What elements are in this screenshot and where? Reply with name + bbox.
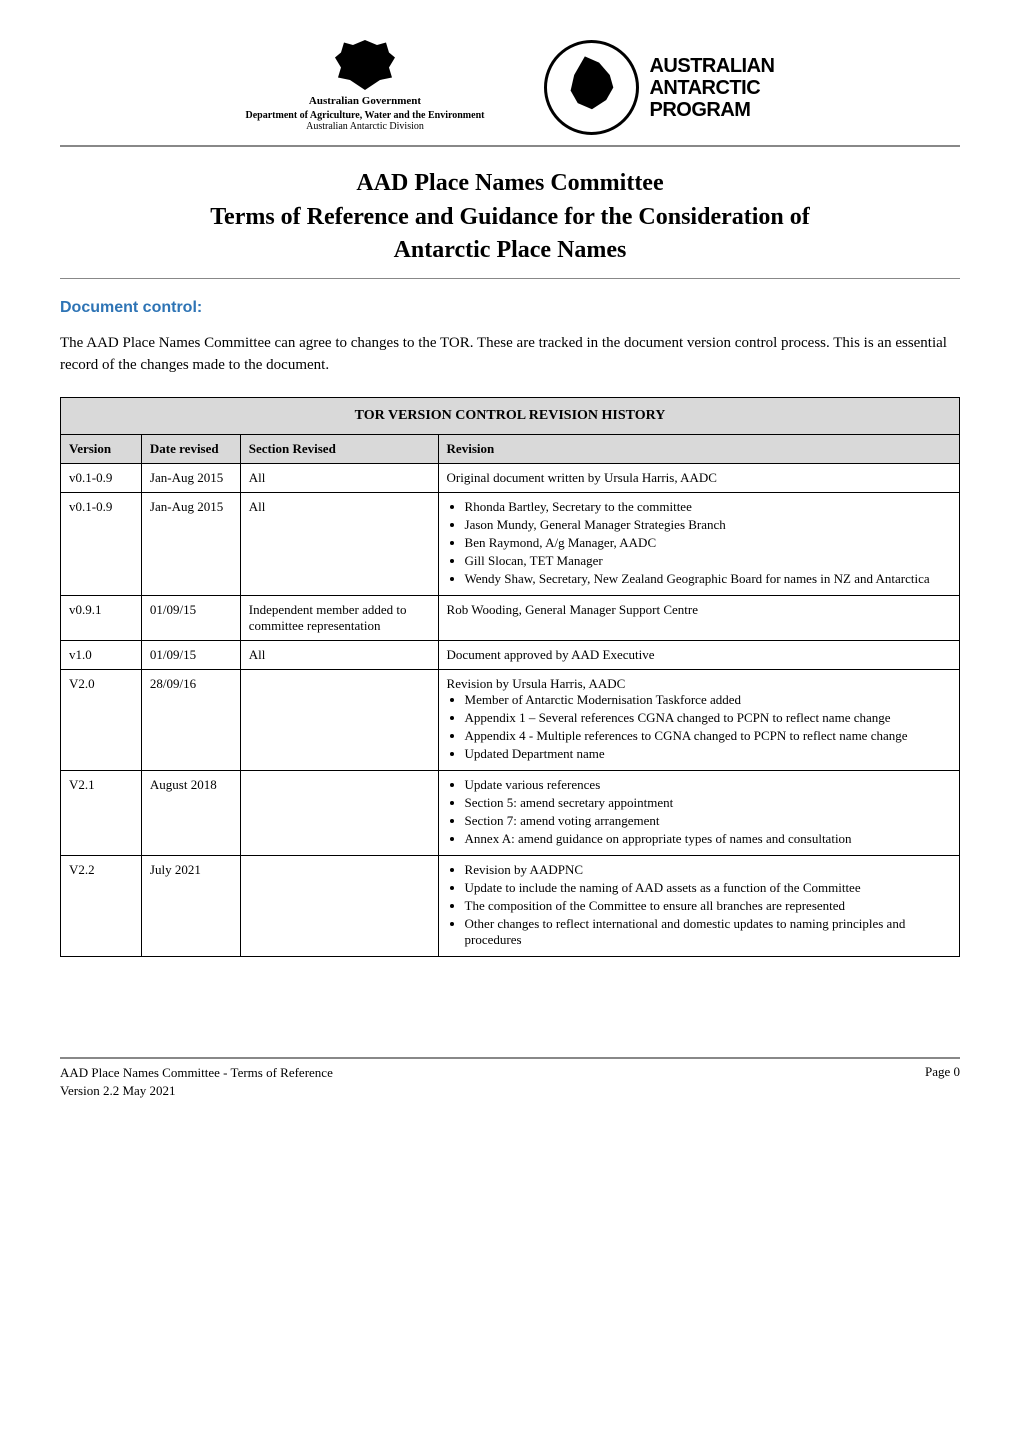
- revision-bullet-list: Member of Antarctic Modernisation Taskfo…: [447, 692, 951, 762]
- intro-paragraph: The AAD Place Names Committee can agree …: [60, 332, 960, 377]
- header-logos: Australian Government Department of Agri…: [60, 40, 960, 135]
- col-header-revision: Revision: [438, 434, 959, 463]
- gov-text: Australian Government: [246, 95, 485, 107]
- dept-text: Department of Agriculture, Water and the…: [246, 110, 485, 121]
- cell-date: August 2018: [141, 770, 240, 855]
- cell-date: 01/09/15: [141, 640, 240, 669]
- revision-bullet: Jason Mundy, General Manager Strategies …: [465, 517, 951, 533]
- footer-page-number: Page 0: [925, 1064, 960, 1100]
- cell-version: v0.1-0.9: [61, 492, 142, 595]
- cell-version: V2.0: [61, 669, 142, 770]
- cell-section: [240, 855, 438, 956]
- col-header-date: Date revised: [141, 434, 240, 463]
- revision-bullet-list: Update various references Section 5: amen…: [447, 777, 951, 847]
- cell-date: 28/09/16: [141, 669, 240, 770]
- table-row: V2.028/09/16 Revision by Ursula Harris, A…: [61, 669, 960, 770]
- program-line: ANTARCTIC: [649, 77, 774, 99]
- table-row: v0.9.101/09/15Independent member added t…: [61, 595, 960, 640]
- revision-bullet-list: Rhonda Bartley, Secretary to the committ…: [447, 499, 951, 587]
- table-row: v0.1-0.9Jan-Aug 2015AllOriginal document…: [61, 463, 960, 492]
- revision-bullet: Rhonda Bartley, Secretary to the committ…: [465, 499, 951, 515]
- revision-bullet: Section 5: amend secretary appointment: [465, 795, 951, 811]
- title-divider: [60, 278, 960, 279]
- footer-line1: AAD Place Names Committee - Terms of Ref…: [60, 1065, 333, 1080]
- cell-section: All: [240, 463, 438, 492]
- table-row: v0.1-0.9Jan-Aug 2015All Rhonda Bartley, S…: [61, 492, 960, 595]
- section-heading: Document control:: [60, 299, 960, 317]
- cell-revision: Rob Wooding, General Manager Support Cen…: [438, 595, 959, 640]
- revision-bullet: Section 7: amend voting arrangement: [465, 813, 951, 829]
- revision-bullet: Update to include the naming of AAD asse…: [465, 880, 951, 896]
- cell-section: Independent member added to committee re…: [240, 595, 438, 640]
- revision-history-table: TOR VERSION CONTROL REVISION HISTORY Ver…: [60, 397, 960, 957]
- cell-date: Jan-Aug 2015: [141, 492, 240, 595]
- page-title: AAD Place Names Committee Terms of Refer…: [60, 167, 960, 268]
- footer-line2: Version 2.2 May 2021: [60, 1083, 176, 1098]
- cell-revision: Original document written by Ursula Harr…: [438, 463, 959, 492]
- revision-bullet: The composition of the Committee to ensu…: [465, 898, 951, 914]
- table-row: V2.2July 2021 Revision by AADPNC Update to…: [61, 855, 960, 956]
- cell-section: All: [240, 492, 438, 595]
- revision-bullet: Appendix 4 - Multiple references to CGNA…: [465, 728, 951, 744]
- title-line: Antarctic Place Names: [394, 237, 627, 263]
- gov-logo-block: Australian Government Department of Agri…: [246, 40, 485, 132]
- div-text: Australian Antarctic Division: [246, 121, 485, 132]
- cell-date: July 2021: [141, 855, 240, 956]
- table-header-row: Version Date revised Section Revised Rev…: [61, 434, 960, 463]
- table-body: v0.1-0.9Jan-Aug 2015AllOriginal document…: [61, 463, 960, 956]
- table-row: v1.001/09/15AllDocument approved by AAD …: [61, 640, 960, 669]
- footer-left: AAD Place Names Committee - Terms of Ref…: [60, 1064, 333, 1100]
- revision-bullet: Gill Slocan, TET Manager: [465, 553, 951, 569]
- table-title-cell: TOR VERSION CONTROL REVISION HISTORY: [61, 397, 960, 434]
- revision-bullet: Appendix 1 – Several references CGNA cha…: [465, 710, 951, 726]
- footer: AAD Place Names Committee - Terms of Ref…: [60, 1059, 960, 1100]
- cell-version: v0.9.1: [61, 595, 142, 640]
- cell-section: [240, 770, 438, 855]
- revision-bullet: Annex A: amend guidance on appropriate t…: [465, 831, 951, 847]
- col-header-version: Version: [61, 434, 142, 463]
- col-header-section: Section Revised: [240, 434, 438, 463]
- revision-bullet: Member of Antarctic Modernisation Taskfo…: [465, 692, 951, 708]
- cell-revision: Revision by AADPNC Update to include the …: [438, 855, 959, 956]
- revision-bullet: Wendy Shaw, Secretary, New Zealand Geogr…: [465, 571, 951, 587]
- title-block: AAD Place Names Committee Terms of Refer…: [60, 167, 960, 268]
- cell-version: v0.1-0.9: [61, 463, 142, 492]
- cell-revision: Document approved by AAD Executive: [438, 640, 959, 669]
- cell-version: v1.0: [61, 640, 142, 669]
- revision-bullet: Other changes to reflect international a…: [465, 916, 951, 948]
- cell-section: [240, 669, 438, 770]
- cell-section: All: [240, 640, 438, 669]
- revision-bullet: Updated Department name: [465, 746, 951, 762]
- cell-revision: Update various references Section 5: amen…: [438, 770, 959, 855]
- title-line: Terms of Reference and Guidance for the …: [210, 204, 810, 230]
- title-line: AAD Place Names Committee: [356, 170, 663, 196]
- cell-revision: Rhonda Bartley, Secretary to the committ…: [438, 492, 959, 595]
- antarctic-map-icon: [544, 40, 639, 135]
- program-line: PROGRAM: [649, 99, 774, 121]
- coat-of-arms-icon: [335, 40, 395, 90]
- cell-version: V2.1: [61, 770, 142, 855]
- revision-bullet: Update various references: [465, 777, 951, 793]
- table-title-row: TOR VERSION CONTROL REVISION HISTORY: [61, 397, 960, 434]
- revision-bullet-list: Revision by AADPNC Update to include the …: [447, 862, 951, 948]
- header-divider: [60, 145, 960, 147]
- revision-text: Revision by Ursula Harris, AADC: [447, 676, 951, 692]
- revision-bullet: Revision by AADPNC: [465, 862, 951, 878]
- table-row: V2.1August 2018 Update various references…: [61, 770, 960, 855]
- cell-version: V2.2: [61, 855, 142, 956]
- program-logo-block: AUSTRALIAN ANTARCTIC PROGRAM: [544, 40, 774, 135]
- program-text: AUSTRALIAN ANTARCTIC PROGRAM: [649, 55, 774, 121]
- cell-date: Jan-Aug 2015: [141, 463, 240, 492]
- program-line: AUSTRALIAN: [649, 55, 774, 77]
- cell-revision: Revision by Ursula Harris, AADCMember of…: [438, 669, 959, 770]
- cell-date: 01/09/15: [141, 595, 240, 640]
- revision-bullet: Ben Raymond, A/g Manager, AADC: [465, 535, 951, 551]
